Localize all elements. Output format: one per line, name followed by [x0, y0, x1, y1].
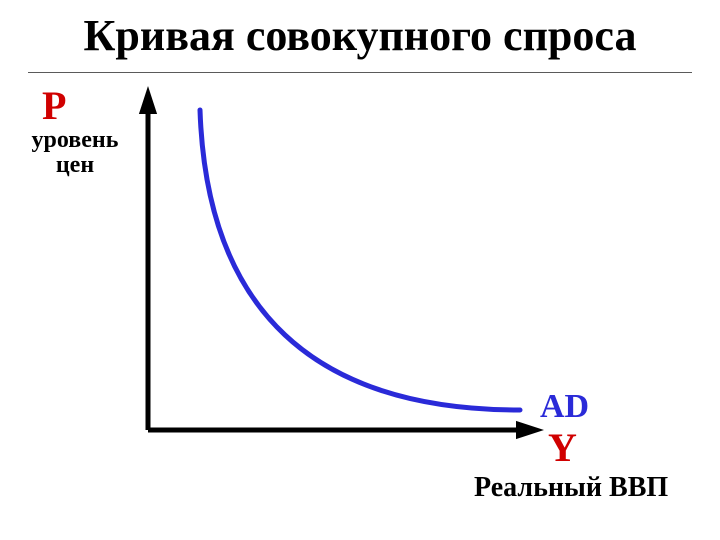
- chart-svg: [0, 0, 720, 540]
- ad-curve: [200, 110, 520, 410]
- y-axis-arrow: [139, 86, 157, 114]
- slide: Кривая совокупного спроса Р уровеньцен A…: [0, 0, 720, 540]
- x-axis-arrow: [516, 421, 544, 439]
